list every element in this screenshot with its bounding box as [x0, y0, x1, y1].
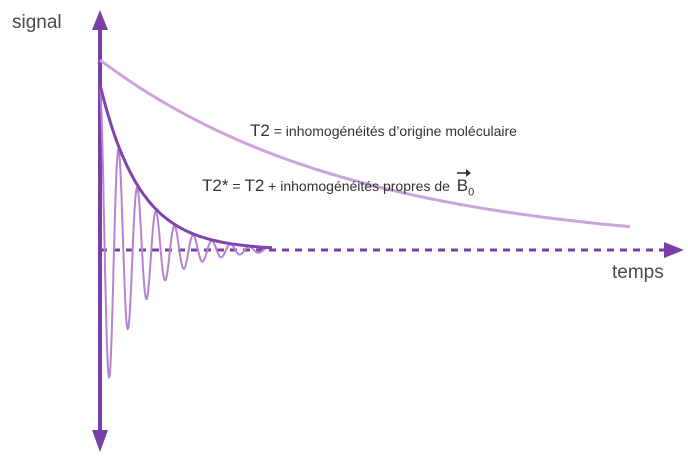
t2-star-description: + inhomogénéités propres de — [264, 178, 454, 194]
t2-star-annotation: T2* = T2 + inhomogénéités propres de B0 — [202, 169, 475, 199]
t2-symbol: T2 — [250, 121, 270, 140]
b-symbol: B — [456, 176, 469, 195]
fid-oscillation — [99, 88, 268, 379]
x-axis-arrow-right-icon — [664, 242, 684, 258]
t2-star-symbol: T2* — [202, 176, 229, 195]
y-axis-label: signal — [12, 12, 62, 33]
t2-description: = inhomogénéités d’origine moléculaire — [269, 123, 517, 139]
x-axis-label: temps — [612, 262, 664, 283]
b-subscript: 0 — [468, 186, 475, 199]
y-axis-arrow-down-icon — [92, 430, 108, 452]
t2-envelope-curve — [99, 58, 631, 229]
b0-vector: B0 — [456, 169, 475, 199]
t2-symbol-repeat: T2 — [244, 176, 265, 195]
t2-annotation: T2 = inhomogénéités d’origine moléculair… — [250, 121, 517, 141]
t2-star-envelope-curve — [98, 84, 273, 250]
vector-arrow-icon — [456, 169, 471, 177]
y-axis-arrow-up-icon — [92, 10, 108, 30]
t2-star-equals: = — [228, 178, 245, 194]
